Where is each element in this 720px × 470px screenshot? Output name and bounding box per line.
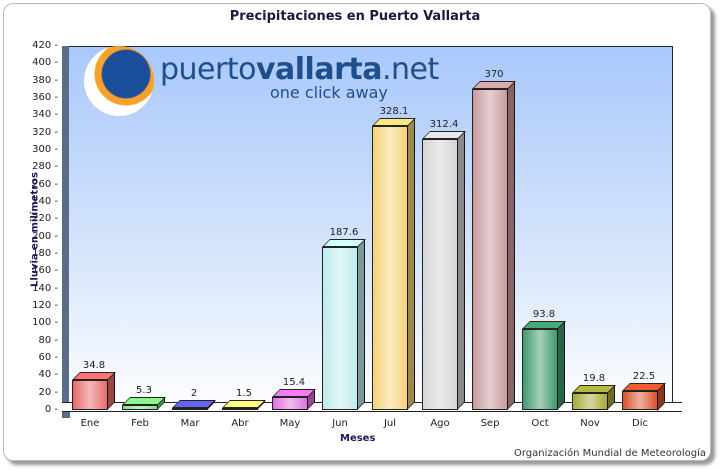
source-credit: Organización Mundial de Meteorología: [513, 448, 706, 459]
bar-nov: [572, 392, 608, 410]
bar-dic: [622, 390, 658, 410]
value-label: 2: [190, 388, 198, 399]
y-tick-label: 120 -: [32, 300, 58, 311]
y-tick-label: 180 -: [32, 248, 58, 259]
y-tick-label: 280 -: [32, 161, 58, 173]
y-tick-label: 420 -: [32, 40, 58, 51]
value-label: 1.5: [236, 388, 252, 399]
y-tick-label: 160 -: [32, 265, 58, 277]
bar-jul: [372, 125, 408, 410]
x-tick-label: Feb: [131, 418, 149, 429]
bar-side: [357, 239, 365, 410]
plot-area: [69, 46, 673, 411]
y-tick-label: 360 -: [32, 92, 58, 103]
value-label: 22.5: [632, 370, 656, 382]
value-label: 19.8: [582, 372, 606, 384]
y-tick-label: 20 -: [38, 386, 58, 398]
y-tick-label: 140 -: [32, 282, 58, 294]
chart-title: Precipitaciones en Puerto Vallarta: [229, 9, 481, 24]
bar-may: [272, 396, 308, 410]
value-label: 370: [484, 69, 504, 81]
x-tick-label: Nov: [580, 418, 600, 429]
y-tick-label: 260 -: [32, 178, 58, 190]
x-tick-label: Mar: [180, 418, 200, 429]
value-label: 34.8: [82, 359, 106, 371]
y-tick-label: 300 -: [32, 144, 58, 155]
x-axis-title: Meses: [340, 433, 376, 444]
bar-abr: [222, 408, 258, 410]
bar-sep: [472, 89, 508, 410]
y-axis-title: Lluvia en milímetros: [29, 172, 41, 287]
x-tick-label: Ene: [80, 418, 100, 429]
y-tick-label: 40 -: [38, 369, 58, 381]
y-tick-label: 380 -: [32, 74, 58, 86]
bar-mar: [172, 408, 208, 410]
bar-oct: [522, 328, 558, 410]
x-tick-label: Sep: [480, 418, 500, 429]
value-label: 15.4: [282, 376, 306, 388]
bar-ago: [422, 139, 458, 410]
bar-feb: [122, 405, 158, 410]
y-tick-label: 320 -: [32, 126, 58, 138]
logo-emblem-icon: [84, 46, 154, 116]
y-axis-wall: [62, 46, 70, 418]
y-tick-label: 0 -: [44, 404, 58, 415]
value-label: 187.6: [329, 227, 359, 239]
y-tick-label: 200 -: [32, 230, 58, 242]
bar-jun: [322, 247, 358, 410]
y-tick-label: 60 -: [38, 352, 58, 363]
x-tick-label: Dic: [632, 418, 648, 429]
value-label: 328.1: [379, 105, 409, 117]
x-tick-label: Jul: [383, 418, 397, 429]
y-tick-label: 220 -: [32, 213, 58, 225]
x-tick-label: Ago: [430, 418, 450, 429]
y-tick-label: 340 -: [32, 109, 58, 121]
y-tick-label: 240 -: [32, 196, 58, 207]
bar-side: [457, 131, 465, 410]
bar-ene: [72, 379, 108, 410]
value-label: 312.4: [429, 119, 459, 131]
y-tick-label: 80 -: [38, 334, 58, 346]
bar-side: [507, 81, 515, 410]
value-label: 5.3: [136, 385, 152, 397]
y-tick-label: 100 -: [32, 317, 58, 329]
logo-text: puertovallarta.net: [160, 52, 439, 87]
x-tick-label: Oct: [531, 418, 549, 429]
x-tick-label: May: [279, 418, 301, 429]
value-label: 93.8: [532, 308, 556, 320]
y-tick-label: 400 -: [32, 57, 58, 69]
logo-tagline: one click away: [270, 83, 388, 102]
bar-side: [407, 117, 415, 410]
bar-side: [557, 320, 565, 410]
x-tick-label: Abr: [231, 418, 249, 429]
x-tick-label: Jun: [332, 418, 348, 429]
